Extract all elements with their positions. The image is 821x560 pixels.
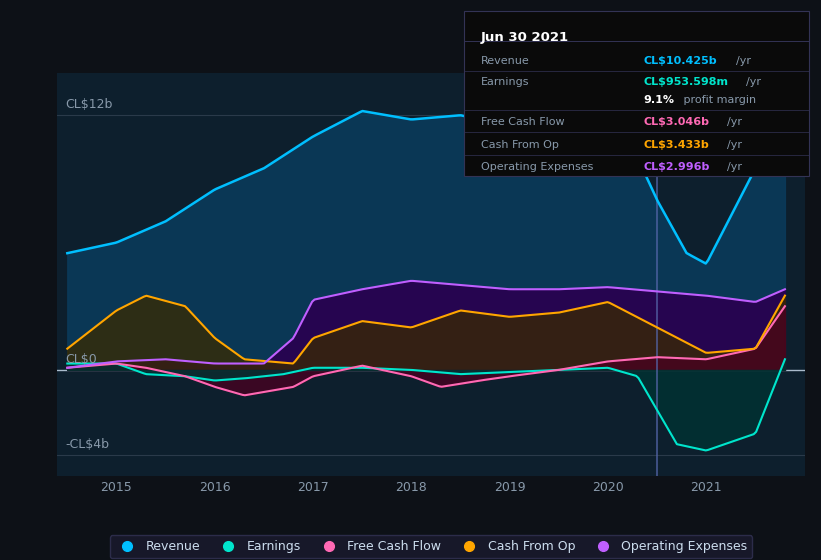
Text: CL$3.433b: CL$3.433b: [643, 140, 709, 150]
Text: /yr: /yr: [727, 140, 742, 150]
Text: CL$10.425b: CL$10.425b: [643, 56, 717, 66]
Text: /yr: /yr: [727, 117, 742, 127]
Text: 9.1%: 9.1%: [643, 95, 674, 105]
Text: CL$0: CL$0: [66, 353, 97, 366]
Text: -CL$4b: -CL$4b: [66, 437, 109, 451]
Text: Cash From Op: Cash From Op: [481, 140, 559, 150]
Text: CL$3.046b: CL$3.046b: [643, 117, 709, 127]
Text: CL$12b: CL$12b: [66, 98, 112, 111]
Text: Earnings: Earnings: [481, 77, 530, 87]
Text: /yr: /yr: [736, 56, 751, 66]
Legend: Revenue, Earnings, Free Cash Flow, Cash From Op, Operating Expenses: Revenue, Earnings, Free Cash Flow, Cash …: [110, 535, 752, 558]
Text: Free Cash Flow: Free Cash Flow: [481, 117, 565, 127]
Text: Revenue: Revenue: [481, 56, 530, 66]
Text: CL$953.598m: CL$953.598m: [643, 77, 728, 87]
Text: /yr: /yr: [727, 161, 742, 171]
Text: /yr: /yr: [745, 77, 760, 87]
Text: Operating Expenses: Operating Expenses: [481, 161, 594, 171]
Text: Jun 30 2021: Jun 30 2021: [481, 31, 569, 44]
Text: profit margin: profit margin: [681, 95, 756, 105]
Text: CL$2.996b: CL$2.996b: [643, 161, 709, 171]
